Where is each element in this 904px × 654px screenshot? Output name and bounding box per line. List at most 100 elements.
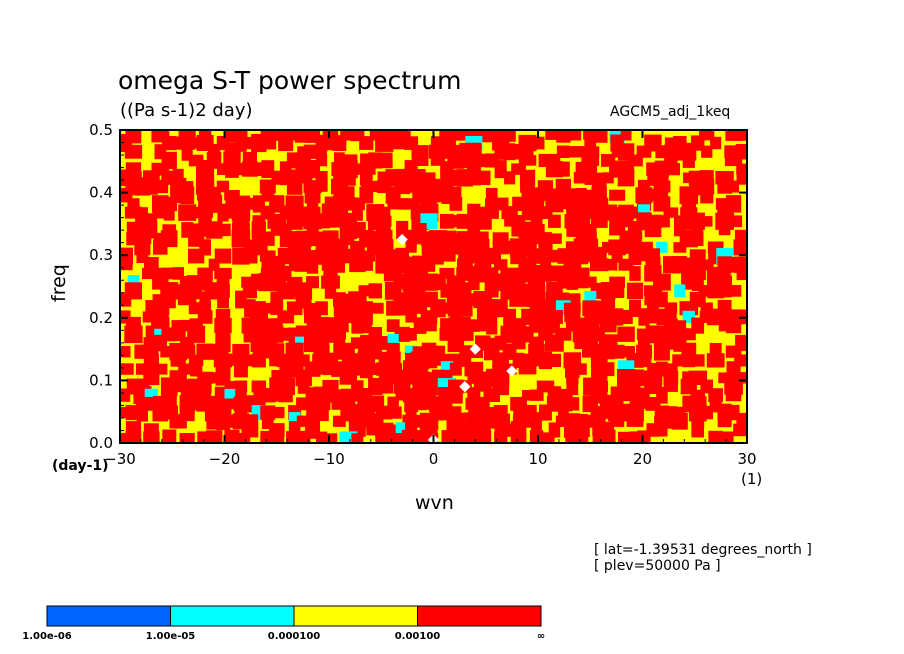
contour-patch xyxy=(573,172,589,184)
contour-patch xyxy=(136,249,149,263)
contour-patch xyxy=(439,130,455,142)
contour-patch xyxy=(654,416,670,427)
contour-patch xyxy=(618,431,635,443)
contour-patch xyxy=(627,389,643,401)
contour-patch xyxy=(405,328,417,341)
latitude-info: [ lat=-1.39531 degrees_north ] xyxy=(594,542,812,558)
contour-patch xyxy=(120,346,131,358)
contour-patch xyxy=(494,431,508,443)
contour-patch xyxy=(261,413,274,429)
contour-patch xyxy=(441,430,453,443)
contour-patch xyxy=(440,302,454,314)
contour-patch xyxy=(288,206,301,219)
colorbar-segment xyxy=(170,606,294,626)
contour-patch xyxy=(208,258,220,271)
contour-patch xyxy=(556,161,570,177)
y-axis: 0.0 0.1 0.2 0.3 0.4 0.5 xyxy=(89,121,747,452)
contour-patch xyxy=(270,130,283,141)
contour-patch xyxy=(548,153,561,167)
contour-patch xyxy=(224,381,240,392)
x-tick-label: −30 xyxy=(104,450,136,468)
contour-patch xyxy=(718,224,731,236)
contour-patch xyxy=(324,282,337,299)
contour-patch xyxy=(306,406,319,419)
contour-patch xyxy=(510,432,527,443)
contour-patch xyxy=(583,189,598,201)
contour-patch xyxy=(557,407,569,418)
contour-patch xyxy=(548,214,561,228)
contour-patch xyxy=(142,267,161,280)
contour-patch xyxy=(618,258,634,271)
contour-patch xyxy=(531,412,542,431)
contour-patch xyxy=(383,433,403,443)
contour-patch xyxy=(682,153,695,168)
contour-patch xyxy=(664,363,678,375)
contour-patch xyxy=(217,203,229,222)
contour-patch xyxy=(331,250,348,262)
contour-patch xyxy=(296,154,311,167)
contour-patch xyxy=(475,170,491,185)
contour-patch xyxy=(706,353,725,368)
contour-patch xyxy=(644,293,662,306)
contour-patch xyxy=(584,136,597,150)
contour-patch xyxy=(215,223,231,237)
contour-patch xyxy=(315,134,328,152)
contour-patch xyxy=(278,135,294,152)
contour-patch xyxy=(414,177,426,196)
contour-patch xyxy=(518,155,537,166)
contour-patch xyxy=(736,170,747,185)
contour-patch xyxy=(545,334,564,352)
contour-patch xyxy=(503,319,516,332)
contour-patch xyxy=(700,302,713,314)
contour-patch xyxy=(611,146,623,158)
contour-patch xyxy=(504,216,515,227)
contour-patch xyxy=(573,267,590,280)
contour-patch xyxy=(536,432,555,443)
contour-patch xyxy=(178,363,197,375)
y-tick-label: 0.1 xyxy=(89,371,113,389)
contour-patch xyxy=(242,248,258,264)
contour-patch xyxy=(609,224,626,236)
contour-patch xyxy=(387,396,399,412)
contour-patch xyxy=(359,360,373,379)
colorbar-label: 1.00e-05 xyxy=(146,631,196,642)
contour-patch xyxy=(655,361,668,377)
contour-patch xyxy=(733,239,747,256)
contour-patch xyxy=(637,430,651,443)
contour-patch xyxy=(519,198,536,210)
contour-patch xyxy=(360,180,372,193)
contour-patch xyxy=(492,363,510,375)
contour-patch xyxy=(375,152,393,169)
contour-patch xyxy=(271,170,283,185)
contour-patch xyxy=(725,130,742,141)
contour-patch xyxy=(169,414,187,429)
contour-patch xyxy=(306,197,319,211)
contour-patch xyxy=(473,381,492,392)
contour-patch xyxy=(351,317,364,334)
contour-patch xyxy=(316,431,328,443)
x-axis: −30 −20 −10 0 10 20 30 xyxy=(104,130,757,468)
contour-patch xyxy=(297,146,311,158)
contour-patch xyxy=(700,216,713,227)
contour-patch xyxy=(315,154,328,167)
contour-patch xyxy=(296,415,311,427)
contour-patch xyxy=(325,214,336,228)
contour-patch xyxy=(724,215,743,228)
contour-patch xyxy=(222,355,241,366)
contour-patch xyxy=(251,353,266,368)
contour-patch xyxy=(664,302,678,315)
contour-patch xyxy=(145,213,158,230)
contour-patch xyxy=(701,145,713,158)
contour-patch xyxy=(619,215,633,228)
contour-patch xyxy=(405,229,417,248)
contour-patch xyxy=(611,249,623,263)
contour-patch xyxy=(223,398,241,410)
contour-patch xyxy=(351,249,364,263)
contour-patch xyxy=(180,186,195,204)
contour-patch xyxy=(324,250,337,262)
contour-patch xyxy=(699,130,715,141)
contour-patch xyxy=(190,137,202,149)
contour-patch xyxy=(296,206,311,219)
contour-patch xyxy=(468,274,480,291)
y-tick-label: 0.4 xyxy=(89,184,113,202)
